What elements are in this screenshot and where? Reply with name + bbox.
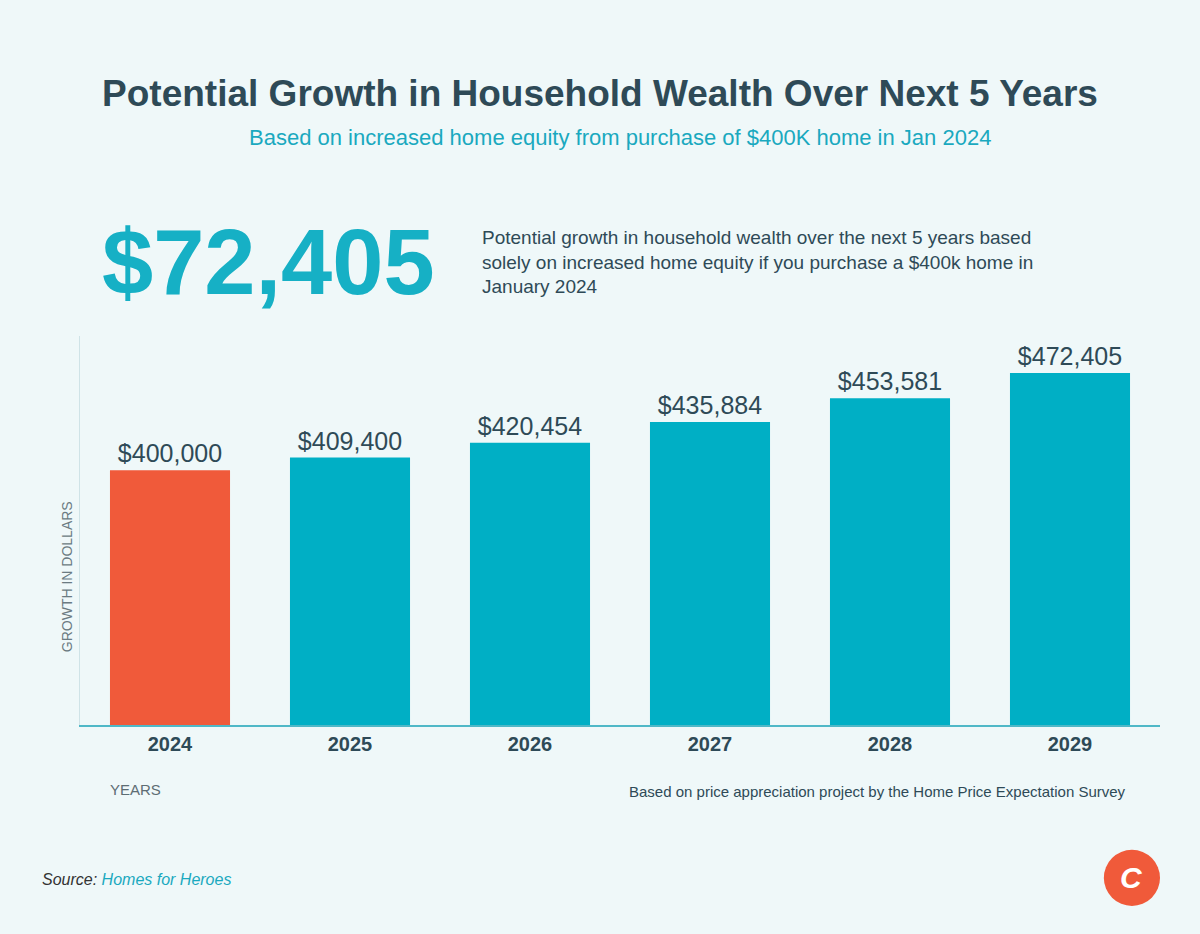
svg-text:2029: 2029 — [1048, 733, 1093, 755]
svg-text:Potential Growth in Household: Potential Growth in Household Wealth Ove… — [102, 73, 1098, 114]
svg-text:$435,884: $435,884 — [658, 391, 762, 419]
svg-text:2027: 2027 — [688, 733, 733, 755]
svg-text:$409,400: $409,400 — [298, 427, 402, 455]
svg-text:C: C — [1120, 861, 1143, 894]
svg-text:YEARS: YEARS — [110, 781, 161, 798]
svg-text:$472,405: $472,405 — [1018, 342, 1122, 370]
svg-text:Based on increased home equity: Based on increased home equity from purc… — [249, 125, 991, 150]
svg-text:2026: 2026 — [508, 733, 553, 755]
svg-text:$420,454: $420,454 — [478, 412, 582, 440]
svg-text:$453,581: $453,581 — [838, 367, 942, 395]
svg-text:2028: 2028 — [868, 733, 913, 755]
svg-text:Potential growth in household: Potential growth in household wealth ove… — [482, 227, 1033, 297]
svg-text:2024: 2024 — [148, 733, 193, 755]
svg-text:$400,000: $400,000 — [118, 439, 222, 467]
svg-text:GROWTH IN DOLLARS: GROWTH IN DOLLARS — [59, 501, 75, 652]
svg-text:Based on price appreciation pr: Based on price appreciation project by t… — [629, 783, 1126, 800]
svg-text:$72,405: $72,405 — [102, 211, 435, 313]
svg-text:2025: 2025 — [328, 733, 373, 755]
svg-text:Source: Homes for Heroes: Source: Homes for Heroes — [42, 871, 231, 888]
